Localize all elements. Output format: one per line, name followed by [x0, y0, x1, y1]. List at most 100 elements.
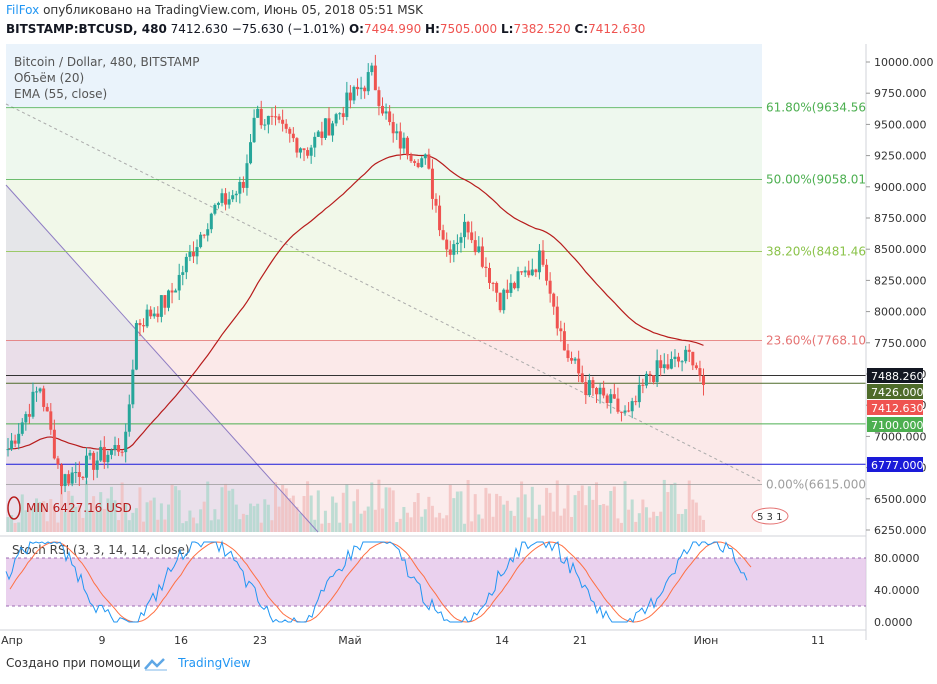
volume-bar [659, 511, 663, 532]
candle-body [680, 361, 684, 363]
candle-body [366, 72, 370, 92]
volume-bar [174, 486, 178, 532]
volume-bar [502, 504, 506, 532]
volume-bar [356, 489, 360, 532]
volume-bar [384, 487, 388, 532]
stoch-tick-label: 0.0000 [874, 616, 913, 629]
stoch-k-line [5, 540, 748, 624]
candle-body [117, 445, 121, 452]
stoch-band [6, 558, 866, 606]
candle-body [384, 111, 388, 114]
candle-body [320, 131, 324, 138]
volume-bar [113, 500, 117, 532]
volume-bar [438, 512, 442, 532]
volume-bar [395, 522, 399, 532]
tradingview-link[interactable]: TradingView [178, 656, 251, 670]
volume-bar [648, 517, 652, 532]
low-label: L: [500, 22, 514, 36]
volume-bar [320, 523, 324, 532]
volume-bar [74, 506, 78, 532]
candle-body [381, 105, 384, 114]
volume-bar [259, 522, 263, 532]
volume-bar [149, 500, 153, 532]
candle-body [566, 350, 570, 359]
candle-body [216, 202, 220, 205]
candle-body [627, 410, 631, 412]
candle-body [488, 268, 491, 283]
candle-body [131, 369, 135, 405]
candle-body [470, 232, 474, 241]
stoch-tick-label: 80.0000 [874, 552, 920, 565]
price-tag [867, 417, 923, 432]
candle-body [573, 358, 577, 361]
candle-body [505, 289, 509, 293]
volume-bar [159, 503, 163, 532]
candle-body [109, 449, 113, 455]
candle-body [345, 92, 349, 117]
candle-body [113, 445, 117, 450]
fib-label: 61.80%(9634.56 [766, 101, 866, 115]
volume-bar [413, 502, 417, 532]
volume-bar [609, 490, 613, 532]
candle-body [555, 306, 559, 329]
volume-bar [623, 481, 627, 532]
volume-bar [238, 519, 242, 532]
candle-body [224, 193, 228, 205]
author-link[interactable]: FilFox [6, 3, 40, 17]
candle-body [42, 388, 46, 407]
candle-body [249, 142, 253, 164]
volume-bar [134, 508, 138, 532]
volume-bar [67, 491, 71, 532]
y-tick-label: 7000.000 [874, 430, 927, 443]
candle-body [520, 271, 524, 273]
volume-bar [348, 523, 352, 532]
candle-body [167, 290, 170, 308]
candle-body [152, 313, 156, 317]
volume-bar [430, 505, 434, 532]
price-tag [867, 400, 923, 415]
volume-bar [605, 505, 609, 532]
candle-body [142, 325, 146, 327]
price-tag [867, 368, 923, 383]
candle-body [266, 115, 270, 125]
candle-body [548, 280, 552, 294]
price-tag-label: 7100.000 [871, 419, 924, 432]
fib-zone [6, 107, 762, 180]
volume-bar [520, 481, 524, 532]
candle-body [537, 250, 541, 273]
volume-bar [416, 493, 420, 532]
candle-body [359, 87, 363, 90]
volume-bar [184, 521, 188, 532]
candle-body [391, 122, 395, 134]
candle-body [466, 221, 470, 233]
volume-bar [281, 484, 285, 532]
candle-body [673, 356, 677, 360]
events-count: 5 3 1 [757, 512, 782, 523]
min-marker [7, 496, 21, 520]
fib-label: 38.20%(8481.46 [766, 245, 866, 259]
y-tick-label: 6500.000 [874, 493, 927, 506]
volume-bar [552, 511, 556, 532]
volume-bar [13, 523, 17, 532]
candle-body [463, 221, 467, 238]
candle-body [363, 87, 367, 92]
candle-body [644, 373, 648, 386]
price-tag-label: 7412.630 [871, 402, 924, 415]
volume-bar [35, 498, 39, 532]
volume-bar [512, 515, 516, 532]
candle-body [316, 131, 320, 137]
volume-bar [598, 505, 602, 532]
volume-bar [391, 490, 395, 532]
candle-body [159, 295, 163, 317]
volume-bar [117, 520, 121, 532]
candle-body [484, 266, 488, 269]
volume-bar [652, 511, 656, 532]
volume-bar [81, 517, 85, 532]
volume-bar [452, 498, 456, 532]
volume-bar [277, 506, 281, 532]
candle-body [13, 440, 17, 444]
candle-body [227, 199, 231, 205]
low-value: 7382.520 [513, 22, 571, 36]
candle-body [666, 364, 670, 369]
